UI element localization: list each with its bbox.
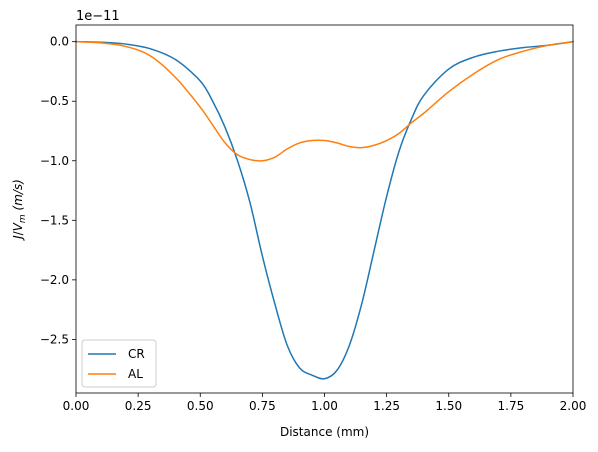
y-axis-label-v: V xyxy=(11,222,25,231)
y-tick-label: −2.0 xyxy=(40,273,69,287)
y-axis-ticks: 0.0 −0.5 −1.0 −1.5 −2.0 −2.5 xyxy=(40,35,76,346)
x-tick-label: 2.00 xyxy=(560,399,587,413)
legend-label-al: AL xyxy=(128,367,143,381)
plot-area xyxy=(75,40,574,380)
legend-box xyxy=(81,339,157,388)
y-tick-label: 0.0 xyxy=(50,35,69,49)
legend-label-cr: CR xyxy=(128,347,145,361)
y-axis-offset-text: 1e−11 xyxy=(76,9,120,24)
x-tick-label: 1.25 xyxy=(373,399,400,413)
y-tick-label: −0.5 xyxy=(40,94,69,108)
y-axis-label-unit: (m/s) xyxy=(11,179,25,214)
y-axis-label-j: J xyxy=(11,235,25,241)
x-tick-label: 1.00 xyxy=(311,399,338,413)
x-tick-label: 0.50 xyxy=(187,399,214,413)
x-tick-label: 0.25 xyxy=(125,399,152,413)
x-tick-label: 0.75 xyxy=(249,399,276,413)
legend: CR AL xyxy=(81,339,157,388)
y-tick-label: −1.0 xyxy=(40,154,69,168)
x-axis-label: Distance (mm) xyxy=(280,425,369,439)
y-tick-label: −2.5 xyxy=(40,332,69,346)
x-axis-ticks: 0.00 0.25 0.50 0.75 1.00 1.25 1.50 1.75 2.00 xyxy=(63,393,587,413)
y-axis-label-subscript: m xyxy=(18,214,28,223)
y-axis-label: J/Vm (m/s) xyxy=(11,179,28,241)
y-tick-label: −1.5 xyxy=(40,213,69,227)
series-line-cr xyxy=(75,40,574,380)
y-axis-label-slash: / xyxy=(11,230,25,235)
x-tick-label: 0.00 xyxy=(63,399,90,413)
x-tick-label: 1.50 xyxy=(435,399,462,413)
x-tick-label: 1.75 xyxy=(498,399,525,413)
series-line-al xyxy=(75,40,574,162)
